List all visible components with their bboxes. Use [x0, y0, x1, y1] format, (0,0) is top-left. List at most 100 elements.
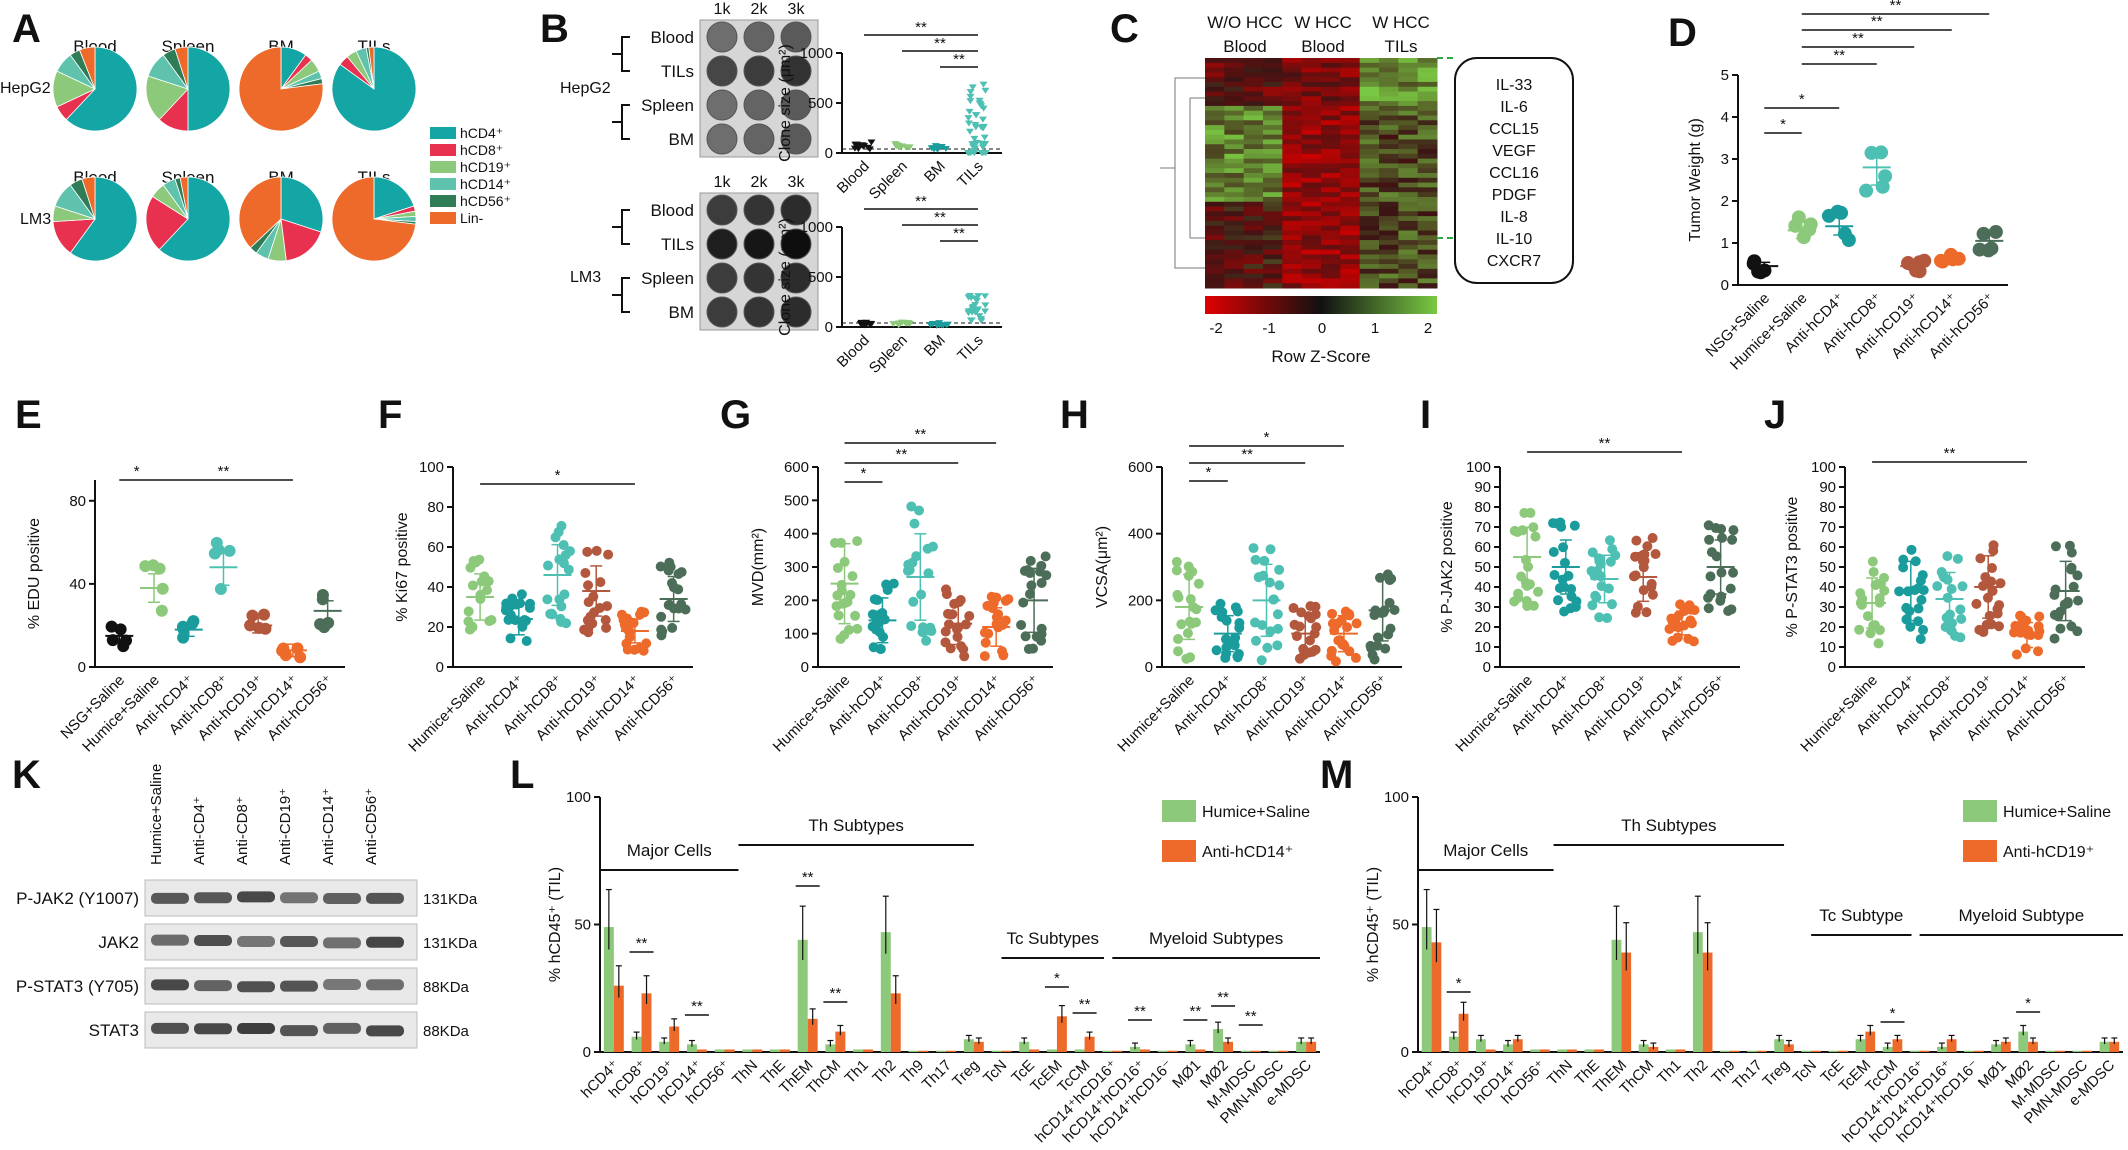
legend-swatch — [430, 212, 456, 224]
bar — [973, 1041, 984, 1052]
data-point — [1878, 169, 1893, 184]
data-point — [1603, 583, 1614, 594]
heatmap-cell — [1321, 139, 1341, 145]
data-point — [1233, 648, 1244, 659]
bar — [1458, 1013, 1469, 1052]
heatmap-cell — [1224, 182, 1245, 188]
heatmap-cell — [1205, 149, 1225, 155]
x-category-label: Spleen — [866, 332, 911, 377]
data-point — [1380, 643, 1391, 654]
heatmap-cell — [1243, 168, 1264, 174]
data-point — [1915, 634, 1926, 645]
data-point — [1642, 541, 1653, 552]
heatmap-cell — [1301, 77, 1322, 83]
heatmap-cell — [1321, 105, 1341, 112]
heatmap-cell — [1359, 220, 1380, 227]
pie-slice — [174, 46, 189, 90]
heatmap-cell — [1301, 149, 1322, 155]
heatmap-cell — [1359, 67, 1380, 73]
bar — [1421, 927, 1432, 1052]
heatmap-cell — [1340, 220, 1361, 227]
heatmap-cell — [1379, 62, 1399, 69]
heatmap-cell — [1263, 173, 1283, 179]
heatmap-cell — [1398, 187, 1419, 193]
heatmap-cell — [1301, 129, 1322, 136]
data-point — [521, 635, 532, 646]
heatmap-cell — [1243, 77, 1264, 83]
heatmap-cell — [1282, 110, 1303, 116]
subtype-bracket-label: Myeloid Subtypes — [1149, 929, 1283, 948]
data-point — [914, 505, 925, 516]
y-axis-title: % Ki67 positive — [394, 512, 411, 621]
plate-row-label: Blood — [651, 201, 694, 220]
heatmap-cell — [1321, 86, 1341, 93]
heatmap-cell — [1379, 91, 1399, 97]
data-point — [2016, 611, 2027, 622]
data-point — [1951, 251, 1966, 266]
heatmap-cell — [1359, 192, 1380, 198]
heatmap-cell — [1243, 110, 1264, 116]
data-point — [1000, 595, 1011, 606]
heatmap-cell — [1205, 58, 1225, 64]
heatmap-cell — [1321, 158, 1341, 164]
legend-swatch — [430, 127, 456, 139]
heatmap-cell — [1379, 264, 1399, 270]
data-point — [1384, 575, 1395, 586]
plate-well — [743, 123, 775, 155]
data-point — [971, 124, 980, 131]
heatmap-cell — [1321, 240, 1341, 246]
data-point — [975, 100, 984, 107]
heatmap-cell — [1282, 91, 1303, 97]
data-point — [941, 589, 952, 600]
heatmap-cell — [1301, 254, 1322, 260]
data-point — [1837, 226, 1852, 241]
data-point — [959, 651, 970, 662]
data-point — [1913, 616, 1924, 627]
heatmap-cell — [1340, 134, 1361, 140]
lane-label: Anti-CD8⁺ — [234, 796, 251, 865]
data-point — [657, 626, 668, 637]
significance-marker: ** — [830, 985, 842, 1002]
heatmap-cell — [1301, 192, 1322, 198]
panel-label-i: I — [1420, 393, 1431, 437]
heatmap-cell — [1398, 273, 1419, 279]
blot-protein-label: P-STAT3 (Y705) — [16, 977, 139, 996]
data-point — [1602, 613, 1613, 624]
data-point — [2066, 562, 2077, 573]
y-tick-label: 100 — [784, 626, 809, 643]
heatmap-cell — [1301, 101, 1322, 107]
data-point — [1647, 589, 1658, 600]
data-point — [1972, 242, 1987, 257]
heatmap-cell — [1263, 225, 1283, 231]
heatmap-cell — [1321, 153, 1341, 160]
heatmap-cell — [1243, 235, 1264, 241]
heatmap-cell — [1263, 125, 1283, 131]
data-point — [1913, 603, 1924, 614]
data-point — [214, 583, 227, 596]
heatmap-cell — [1379, 273, 1399, 279]
data-point — [1946, 625, 1957, 636]
heatmap-cell — [1379, 149, 1399, 155]
y-tick-label: 600 — [1128, 459, 1153, 476]
data-point — [1587, 547, 1598, 558]
bar — [1112, 1050, 1123, 1052]
heatmap-cell — [1263, 139, 1283, 145]
data-point — [1340, 606, 1351, 617]
bar — [797, 939, 808, 1052]
heatmap-cell — [1205, 216, 1225, 222]
blot-kda-label: 131KDa — [423, 891, 478, 908]
x-category-label: MØ1 — [1975, 1057, 2010, 1092]
data-point — [969, 148, 978, 155]
heatmap-cell — [1321, 110, 1341, 116]
heatmap-cell — [1359, 91, 1380, 97]
data-point — [1705, 571, 1716, 582]
bar — [1512, 1039, 1523, 1052]
heatmap-cell — [1243, 72, 1264, 78]
heatmap-cell — [1224, 216, 1245, 222]
bar — [1774, 1039, 1785, 1052]
data-point — [1986, 619, 1997, 630]
data-point — [1258, 570, 1269, 581]
heatmap-cell — [1340, 240, 1361, 246]
heatmap-cell — [1301, 158, 1322, 164]
legend-swatch — [430, 144, 456, 156]
